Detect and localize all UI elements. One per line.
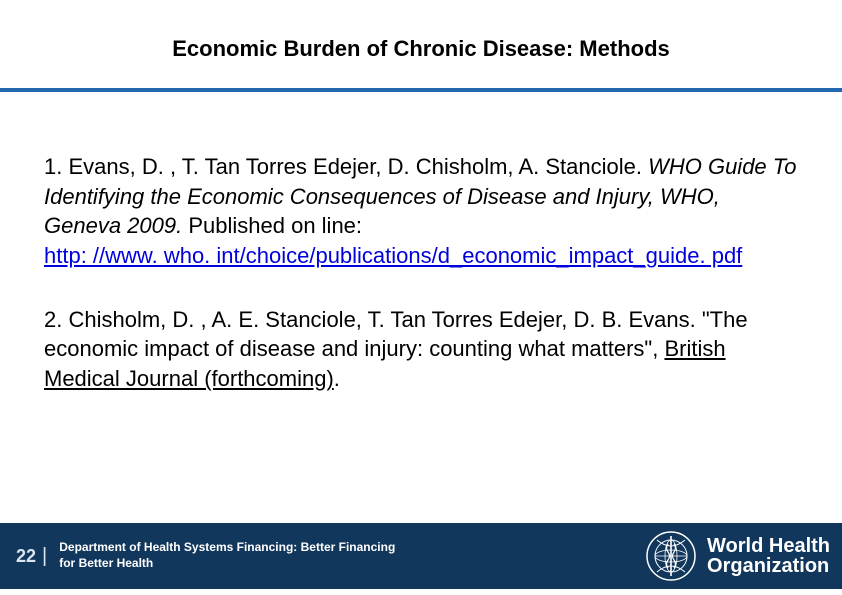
who-text: World Health Organization: [707, 536, 830, 576]
who-emblem-icon: [645, 530, 697, 582]
ref2-lead: 2. Chisholm, D. , A. E. Stanciole, T. Ta…: [44, 307, 748, 362]
reference-2: 2. Chisholm, D. , A. E. Stanciole, T. Ta…: [44, 305, 798, 394]
ref1-lead: 1. Evans, D. , T. Tan Torres Edejer, D. …: [44, 154, 648, 179]
ref1-after: Published on line:: [182, 213, 362, 238]
footer-dept: Department of Health Systems Financing: …: [59, 540, 399, 571]
slide-title: Economic Burden of Chronic Disease: Meth…: [0, 0, 842, 62]
ref2-tail: .: [334, 366, 340, 391]
page-separator: |: [42, 545, 59, 568]
who-logo-block: World Health Organization: [645, 530, 830, 582]
ref1-link[interactable]: http: //www. who. int/choice/publication…: [44, 243, 742, 268]
page-number: 22: [16, 546, 42, 567]
footer-bar: 22 | Department of Health Systems Financ…: [0, 523, 842, 589]
content-area: 1. Evans, D. , T. Tan Torres Edejer, D. …: [0, 92, 842, 394]
who-line1: World Health: [707, 536, 830, 556]
reference-1: 1. Evans, D. , T. Tan Torres Edejer, D. …: [44, 152, 798, 271]
who-line2: Organization: [707, 556, 830, 576]
